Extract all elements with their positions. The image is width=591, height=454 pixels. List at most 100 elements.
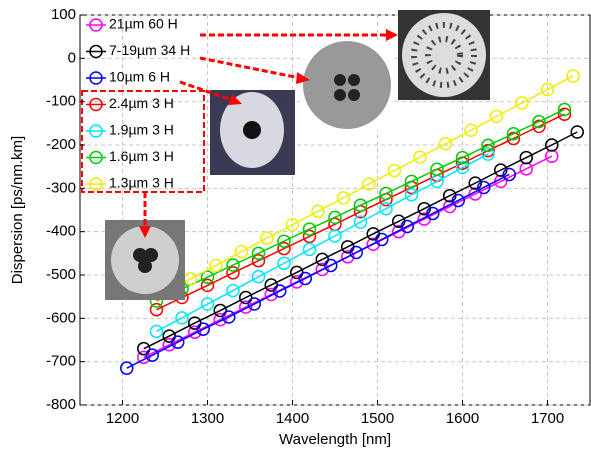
y-tick-label: -400 bbox=[46, 223, 76, 240]
marker bbox=[379, 186, 393, 201]
legend-marker bbox=[89, 150, 103, 165]
marker bbox=[260, 231, 274, 245]
marker bbox=[328, 210, 342, 225]
marker bbox=[353, 215, 368, 229]
marker bbox=[277, 234, 291, 248]
legend-marker bbox=[89, 18, 103, 32]
marker bbox=[302, 242, 317, 257]
marker bbox=[506, 131, 521, 146]
marker bbox=[200, 278, 215, 293]
photo-hole bbox=[133, 248, 147, 262]
marker bbox=[264, 287, 278, 302]
marker bbox=[430, 162, 444, 177]
marker bbox=[464, 123, 478, 138]
marker bbox=[222, 310, 236, 324]
marker bbox=[387, 163, 402, 178]
marker bbox=[353, 198, 368, 212]
marker bbox=[120, 361, 134, 375]
x-tick-label: 1700 bbox=[531, 410, 564, 427]
marker bbox=[455, 150, 470, 165]
marker bbox=[145, 348, 159, 362]
photo-hole bbox=[348, 74, 360, 86]
marker bbox=[149, 324, 164, 339]
marker bbox=[302, 222, 317, 236]
marker bbox=[149, 302, 164, 317]
legend-label: 1.3µm 3 H bbox=[109, 175, 174, 191]
legend-label: 10µm 6 H bbox=[109, 69, 170, 85]
marker bbox=[226, 283, 240, 298]
y-tick-label: -300 bbox=[46, 179, 76, 196]
marker bbox=[515, 96, 529, 110]
x-axis-label: Wavelength [nm] bbox=[279, 431, 391, 448]
marker bbox=[188, 325, 202, 339]
marker bbox=[200, 297, 215, 311]
legend-label: 1.6µm 3 H bbox=[109, 148, 174, 164]
photo-hole bbox=[334, 89, 346, 101]
y-tick-label: -500 bbox=[46, 266, 76, 283]
marker bbox=[438, 136, 453, 151]
marker bbox=[213, 312, 227, 327]
marker bbox=[324, 258, 338, 273]
marker bbox=[273, 284, 287, 298]
y-tick-label: -800 bbox=[46, 396, 76, 413]
photo-hole bbox=[348, 89, 360, 101]
marker bbox=[426, 206, 440, 221]
arrow bbox=[199, 56, 301, 80]
marker bbox=[506, 126, 521, 141]
marker bbox=[239, 290, 253, 305]
legend-marker bbox=[89, 177, 103, 191]
annotations bbox=[81, 33, 388, 228]
marker bbox=[251, 246, 266, 261]
arrow-head bbox=[296, 72, 310, 84]
y-tick-label: -200 bbox=[46, 136, 76, 153]
marker bbox=[251, 269, 266, 284]
arrow-head bbox=[228, 94, 242, 105]
photo-hole bbox=[144, 248, 158, 262]
marker bbox=[557, 107, 572, 121]
marker bbox=[455, 160, 470, 175]
y-axis-label: Dispersion [ps/nm.km] bbox=[9, 136, 26, 284]
marker bbox=[137, 341, 151, 356]
marker bbox=[519, 150, 533, 165]
marker bbox=[175, 311, 189, 325]
marker bbox=[247, 297, 261, 311]
marker bbox=[162, 338, 176, 352]
photo-fiber bbox=[303, 41, 391, 129]
x-tick-label: 1600 bbox=[446, 410, 479, 427]
legend-marker bbox=[89, 97, 103, 112]
marker bbox=[532, 119, 546, 134]
y-tick-label: 0 bbox=[68, 49, 76, 66]
arrow-head bbox=[139, 226, 151, 238]
marker bbox=[540, 82, 555, 97]
marker bbox=[200, 270, 215, 284]
photo-hole bbox=[138, 259, 152, 273]
legend: 21µm 60 H 7-19µm 34 H 10µm 6 H 2.4µm 3 H 1.9… bbox=[86, 16, 190, 191]
data bbox=[120, 69, 584, 375]
marker bbox=[362, 177, 376, 191]
marker bbox=[315, 262, 329, 277]
y-tick-label: -700 bbox=[46, 353, 76, 370]
marker bbox=[413, 150, 427, 164]
marker bbox=[545, 138, 559, 152]
marker bbox=[468, 187, 482, 201]
marker bbox=[213, 303, 227, 318]
arrow-head bbox=[386, 29, 398, 41]
marker bbox=[494, 163, 508, 177]
marker bbox=[277, 241, 291, 256]
marker bbox=[400, 219, 414, 234]
arrow-heads bbox=[139, 29, 398, 238]
photo-holes bbox=[425, 36, 463, 74]
legend-marker bbox=[89, 124, 103, 138]
marker bbox=[285, 217, 300, 232]
series-line bbox=[126, 173, 510, 369]
marker bbox=[451, 193, 465, 208]
legend-label: 1.9µm 3 H bbox=[109, 122, 174, 138]
legend-label: 7-19µm 34 H bbox=[109, 42, 190, 58]
series-line bbox=[164, 75, 574, 293]
marker bbox=[375, 232, 389, 247]
x-tick-label: 1400 bbox=[276, 410, 309, 427]
legend-label: 2.4µm 3 H bbox=[109, 95, 174, 111]
x-tick-label: 1200 bbox=[106, 410, 139, 427]
marker bbox=[349, 245, 363, 260]
group-box bbox=[81, 90, 205, 193]
